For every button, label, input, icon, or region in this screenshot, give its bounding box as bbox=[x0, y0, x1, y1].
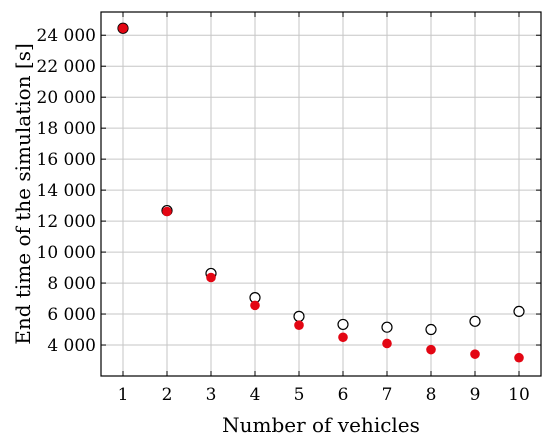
y-tick-label: 22 000 bbox=[37, 57, 96, 77]
x-tick-label: 7 bbox=[382, 385, 393, 405]
x-tick-label: 6 bbox=[338, 385, 349, 405]
y-tick-label: 16 000 bbox=[37, 150, 96, 170]
hollow-data-point bbox=[381, 321, 393, 333]
y-axis-tick-labels: 4 000 6 000 8 000 10 000 12 000 14 000 16 000 1… bbox=[37, 26, 96, 356]
x-tick-label: 5 bbox=[294, 385, 305, 405]
x-axis-title: Number of vehicles bbox=[222, 413, 420, 437]
y-tick-label: 4 000 bbox=[47, 336, 96, 356]
hollow-data-point bbox=[425, 323, 437, 336]
filled-data-point bbox=[162, 206, 172, 217]
x-tick-label: 2 bbox=[162, 385, 173, 405]
filled-data-point bbox=[514, 352, 524, 363]
y-tick-label: 14 000 bbox=[37, 181, 96, 201]
filled-data-point bbox=[470, 349, 480, 359]
hollow-data-point bbox=[293, 310, 305, 322]
filled-data-point bbox=[382, 338, 392, 349]
x-tick-label: 10 bbox=[508, 385, 530, 405]
x-tick-label: 3 bbox=[206, 385, 217, 405]
hollow-data-point bbox=[513, 305, 525, 318]
hollow-data-point bbox=[337, 318, 349, 331]
y-tick-label: 12 000 bbox=[37, 212, 96, 232]
y-axis-title: End time of the simulation [s] bbox=[11, 43, 35, 345]
x-tick-label: 9 bbox=[470, 385, 481, 405]
x-tick-label: 4 bbox=[250, 385, 261, 405]
filled-data-point bbox=[118, 23, 128, 34]
filled-data-point bbox=[294, 320, 304, 330]
filled-data-point bbox=[426, 344, 436, 355]
x-tick-label: 1 bbox=[118, 385, 129, 405]
filled-data-point bbox=[250, 300, 260, 311]
y-tick-label: 10 000 bbox=[37, 243, 96, 263]
hollow-data-point bbox=[469, 315, 481, 327]
tick-marks bbox=[101, 12, 541, 376]
y-tick-label: 18 000 bbox=[37, 119, 96, 139]
y-tick-label: 6 000 bbox=[47, 305, 96, 325]
y-tick-label: 8 000 bbox=[47, 274, 96, 294]
grid-lines bbox=[101, 12, 541, 376]
plot-area-frame bbox=[100, 11, 542, 377]
data-series bbox=[117, 22, 525, 363]
filled-data-point bbox=[206, 272, 216, 283]
x-tick-label: 8 bbox=[426, 385, 437, 405]
filled-data-point bbox=[338, 332, 348, 343]
x-axis-tick-labels: 1 2 3 4 5 6 7 8 9 10 bbox=[118, 385, 530, 405]
y-tick-label: 24 000 bbox=[37, 26, 96, 46]
y-tick-label: 20 000 bbox=[37, 88, 96, 108]
